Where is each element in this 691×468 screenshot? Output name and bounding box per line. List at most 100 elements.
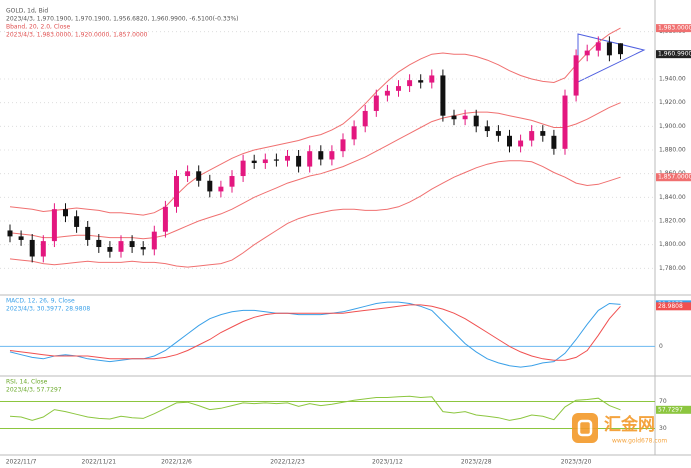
candle-body <box>451 115 457 120</box>
candle-body <box>18 236 24 240</box>
candle-body <box>384 90 390 96</box>
series-line <box>9 301 621 368</box>
candle-body <box>85 226 91 240</box>
candle-body <box>351 126 357 140</box>
candle-body <box>618 43 623 55</box>
y-tick-label: 1,840.00 <box>659 194 686 201</box>
y-tick-label: 1,780.00 <box>659 265 686 272</box>
candle-body <box>118 241 124 252</box>
candle-body <box>229 176 235 187</box>
x-tick-label: 2022/11/7 <box>6 459 37 466</box>
series-line <box>9 395 621 421</box>
candle-body <box>273 159 279 161</box>
series-line <box>9 102 621 240</box>
indicator-readout: 2023/4/3, 1,983.0000, 1,920.0000, 1,857.… <box>6 32 148 39</box>
candle-body <box>40 241 46 257</box>
candle-body <box>518 140 524 147</box>
candle-body <box>595 42 601 51</box>
candle-body <box>584 50 590 56</box>
y-tick-label: 1,900.00 <box>659 123 686 130</box>
last-value-box <box>656 405 691 414</box>
y-tick-label: 1,940.00 <box>659 76 686 83</box>
candle-body <box>440 75 446 116</box>
last-value-label: 1,983.0000 <box>658 25 691 32</box>
y-tick-label: 1,880.00 <box>659 147 686 154</box>
last-value-box <box>656 302 691 311</box>
candle-body <box>251 160 257 164</box>
series-line <box>9 304 621 361</box>
last-value-box <box>656 173 691 182</box>
candle-body <box>362 110 368 127</box>
candle-body <box>207 180 213 192</box>
last-value-label: 1,960.9900 <box>658 51 691 58</box>
candle-body <box>51 209 57 242</box>
candle-body <box>495 131 501 136</box>
watermark-url: www.gold678.com <box>612 438 667 445</box>
macd-readout: 2023/4/3, 30.3977, 28.9808 <box>6 306 90 313</box>
y-tick-label: 30 <box>659 425 667 432</box>
y-tick-label: 1,820.00 <box>659 218 686 225</box>
candle-body <box>373 95 379 111</box>
x-tick-label: 2023/2/28 <box>461 459 492 466</box>
x-tick-label: 2022/12/6 <box>161 459 192 466</box>
candle-body <box>529 131 535 141</box>
last-value-label: 28.9808 <box>658 303 683 310</box>
candle-body <box>107 247 113 252</box>
candle-body <box>473 115 479 127</box>
chart-title: GOLD, 1d, Bid <box>6 8 48 15</box>
candle-body <box>562 95 568 149</box>
y-tick-label: 1,800.00 <box>659 241 686 248</box>
watermark-brand: 汇金网 <box>604 414 655 435</box>
y-tick-label: 1,920.00 <box>659 99 686 106</box>
rsi-title: RSI, 14, Close <box>6 379 48 386</box>
x-tick-label: 2023/1/12 <box>372 459 403 466</box>
candle-body <box>340 139 346 152</box>
candle-body <box>129 241 135 248</box>
candle-body <box>462 115 468 120</box>
y-tick-label: 70 <box>659 398 667 405</box>
last-value-label: 57.7297 <box>658 406 683 413</box>
candle-body <box>185 171 191 177</box>
candle-body <box>174 176 179 207</box>
x-tick-label: 2022/12/23 <box>270 459 305 466</box>
candle-body <box>63 209 68 217</box>
candle-body <box>285 155 290 161</box>
candle-body <box>418 80 424 83</box>
x-tick-label: 2023/3/20 <box>561 459 592 466</box>
last-value-box <box>656 24 691 33</box>
candle-body <box>196 171 202 181</box>
candle-body <box>407 80 413 87</box>
watermark-logo-mark <box>577 419 593 437</box>
y-tick-label: 0 <box>659 343 663 350</box>
candle-body <box>396 86 401 91</box>
candle-body <box>296 155 302 167</box>
candle-body <box>507 135 512 147</box>
candle-body <box>318 151 324 160</box>
candle-body <box>573 55 579 96</box>
candle-body <box>307 151 313 167</box>
candle-body <box>218 186 224 192</box>
candle-body <box>151 231 157 250</box>
series-line <box>9 160 621 268</box>
candle-body <box>162 206 168 232</box>
series-line <box>9 27 621 216</box>
candle-body <box>429 75 435 83</box>
ohlc-readout: 2023/4/3, 1,970.1900, 1,970.1900, 1,956.… <box>6 16 239 23</box>
macd-title: MACD, 12, 26, 9, Close <box>6 298 75 305</box>
candle-body <box>240 160 246 177</box>
candle-body <box>329 151 335 160</box>
watermark-logo <box>572 413 598 443</box>
candle-body <box>140 247 146 250</box>
candle-body <box>74 216 80 227</box>
watermark: 汇金网 www.gold678.com <box>572 413 667 445</box>
x-tick-label: 2022/11/21 <box>82 459 117 466</box>
candle-body <box>606 42 612 56</box>
last-value-label: 1,857.0000 <box>658 174 691 181</box>
rsi-readout: 2023/4/3, 57.7297 <box>6 387 62 394</box>
candle-body <box>96 239 102 248</box>
candle-body <box>7 230 13 237</box>
candle-body <box>540 131 546 136</box>
